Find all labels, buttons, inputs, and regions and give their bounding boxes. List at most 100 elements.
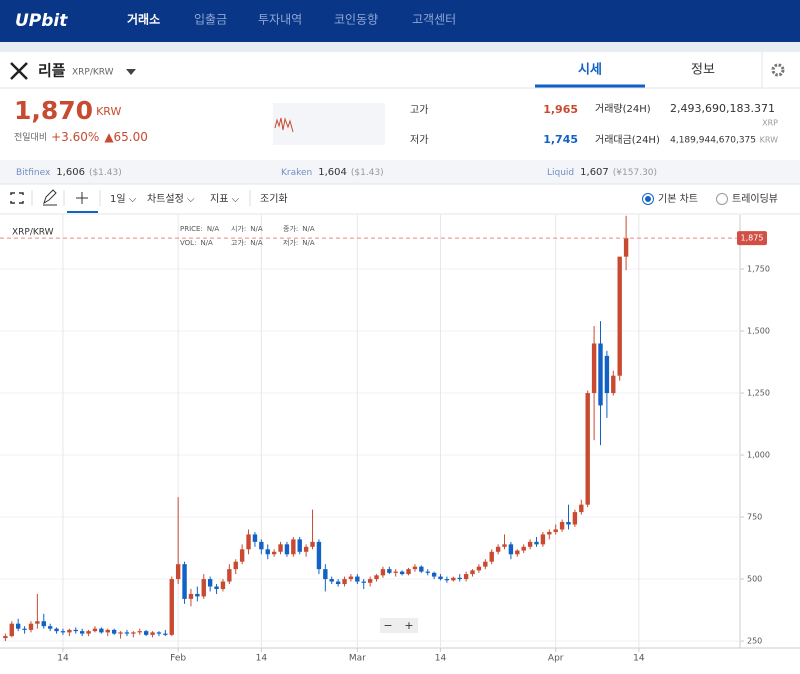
stat-value: 1,745 xyxy=(543,133,578,146)
stat-label: 저가 xyxy=(410,134,428,146)
exchange: Bitfinex 1,606 ($1.43) xyxy=(16,167,122,178)
candle-body xyxy=(406,569,411,575)
candle-body xyxy=(54,628,59,632)
plot: 250 500 750 1,000 1,250 1,500 1,750 14 Feb 14 Mar 1… xyxy=(0,215,770,664)
candle-body xyxy=(611,375,616,394)
candle-body xyxy=(220,581,226,589)
crosshair-icon[interactable] xyxy=(76,192,88,204)
stat-value: 1,965 xyxy=(543,103,578,116)
candle-body xyxy=(156,632,162,634)
legend-value: N/A xyxy=(250,225,263,233)
candle-body xyxy=(233,561,238,570)
exchange-price: 1,607 xyxy=(580,167,609,178)
candle-body xyxy=(361,581,366,583)
candle-body xyxy=(278,544,283,552)
candle-body xyxy=(284,544,290,555)
candle-body xyxy=(316,541,322,570)
candle-body xyxy=(143,631,149,635)
indicators-label[interactable]: 지표 xyxy=(210,193,228,205)
settings-label[interactable]: 차트설정 xyxy=(147,193,184,205)
coin-icon xyxy=(10,62,28,80)
nav-item[interactable]: 코인동향 xyxy=(334,13,378,27)
exchange-fx: (¥157.30) xyxy=(613,168,657,178)
legend-label: 고가: xyxy=(231,238,246,247)
candle-body xyxy=(246,534,251,550)
zoom-out[interactable]: − xyxy=(383,619,392,632)
dropdown[interactable] xyxy=(126,69,136,75)
interval[interactable]: 1일 ⌵ xyxy=(110,193,137,205)
x-tick-label: Apr xyxy=(548,654,564,664)
nav-item[interactable]: 고객센터 xyxy=(412,13,456,27)
candle-body xyxy=(444,579,450,581)
tab-active[interactable]: 시세 xyxy=(578,63,602,78)
zoom-box xyxy=(380,618,418,633)
candle-body xyxy=(9,623,14,637)
interval-label[interactable]: 1일 xyxy=(110,193,126,205)
candle-body xyxy=(399,571,405,575)
settings[interactable]: 차트설정 ⌵ xyxy=(147,193,195,205)
tab[interactable]: 정보 xyxy=(691,63,715,78)
settings-icon[interactable] xyxy=(771,63,785,77)
candle-body xyxy=(259,541,264,550)
fullscreen-icon[interactable] xyxy=(10,192,24,204)
candle-body xyxy=(150,632,155,635)
exchange-name: Kraken xyxy=(281,168,312,178)
candle-body xyxy=(195,593,200,597)
nav-bar xyxy=(0,0,800,42)
candle-body xyxy=(515,550,520,555)
candle-body xyxy=(297,539,302,552)
candle-body xyxy=(572,512,578,525)
candle-body xyxy=(201,579,206,597)
exchange-fx: ($1.43) xyxy=(351,168,384,178)
change-pct: +3.60% xyxy=(51,130,99,144)
y-tick-label: 1,000 xyxy=(747,451,770,460)
candle-body xyxy=(425,571,430,573)
radio[interactable] xyxy=(716,193,728,205)
candle-body xyxy=(547,531,552,535)
legend-item: 고가: N/A xyxy=(231,238,263,247)
candle-body xyxy=(175,564,181,580)
candle-body xyxy=(105,629,110,633)
coin-pair: XRP/KRW xyxy=(72,68,114,78)
draw-icon[interactable] xyxy=(43,189,57,206)
legend-label: 종가: xyxy=(283,224,298,233)
candle-body xyxy=(271,551,277,555)
candle-body xyxy=(470,570,475,575)
last-price-tag xyxy=(737,231,767,246)
candle-body xyxy=(310,541,315,547)
candle-body xyxy=(35,621,40,624)
candle-body xyxy=(60,631,66,633)
candle-body xyxy=(387,569,392,573)
candle-body xyxy=(495,546,501,552)
legend-item: 종가: N/A xyxy=(283,224,315,233)
radio-label[interactable]: 트레이딩뷰 xyxy=(732,193,778,205)
current-price: 1,870 KRW xyxy=(14,96,121,125)
price-unit: KRW xyxy=(96,105,121,118)
zoom-in[interactable]: + xyxy=(404,619,413,632)
candle-body xyxy=(265,549,270,555)
stat-label: 거래량(24H) xyxy=(595,103,651,115)
indicators[interactable]: 지표 ⌵ xyxy=(210,193,240,205)
candle-body xyxy=(342,579,347,585)
logo[interactable]: UPbit xyxy=(15,11,68,31)
legend-value: N/A xyxy=(302,239,315,247)
nav-item[interactable]: 거래소 xyxy=(127,12,160,27)
legend-value: N/A xyxy=(200,239,213,247)
nav-item[interactable]: 입출금 xyxy=(194,13,227,27)
candle-body xyxy=(380,569,386,576)
stat-value: 4,189,944,670,375 xyxy=(670,136,756,146)
legend-item: VOL: N/A xyxy=(180,239,213,247)
candle-body xyxy=(3,636,8,639)
candle-body xyxy=(303,546,309,552)
nav-item[interactable]: 투자내역 xyxy=(258,13,302,27)
exchange-price: 1,604 xyxy=(318,167,347,178)
candle-body xyxy=(617,256,622,376)
candle-body xyxy=(489,551,494,562)
radio-label[interactable]: 기본 차트 xyxy=(658,193,698,205)
candle-body xyxy=(566,522,571,525)
candle-body xyxy=(393,571,398,573)
y-tick-label: 1,250 xyxy=(747,389,770,398)
reset[interactable]: 조기화 xyxy=(260,193,288,205)
radio-dot xyxy=(645,196,651,202)
